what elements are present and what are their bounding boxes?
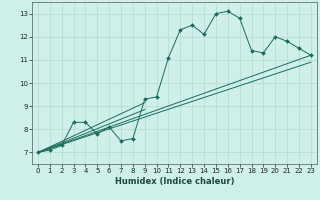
- X-axis label: Humidex (Indice chaleur): Humidex (Indice chaleur): [115, 177, 234, 186]
